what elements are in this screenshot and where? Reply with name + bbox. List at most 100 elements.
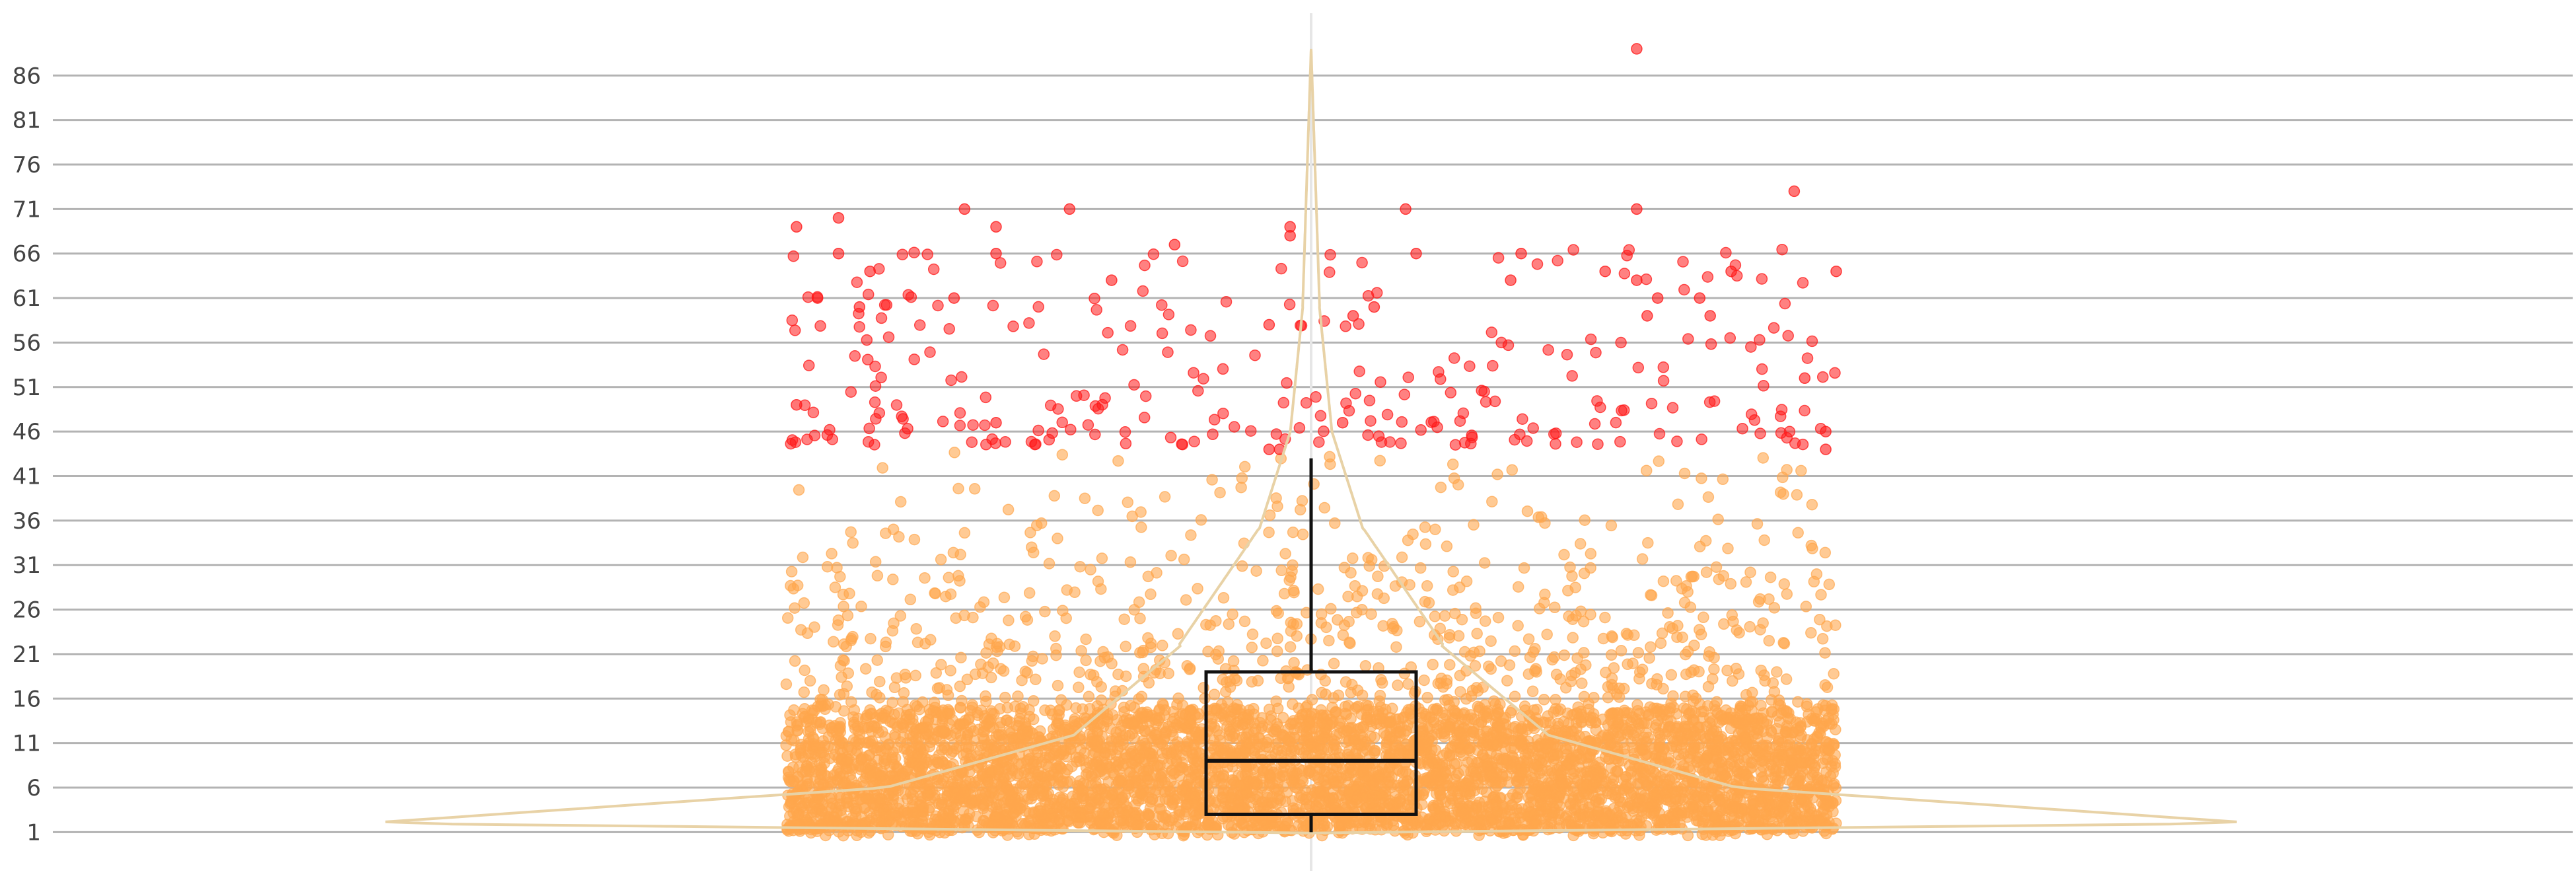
- data-point: [1165, 550, 1177, 562]
- data-point: [1019, 611, 1032, 623]
- data-point: [945, 665, 956, 677]
- data-point: [1009, 640, 1021, 652]
- data-point: [1008, 807, 1020, 820]
- data-point: [1030, 673, 1042, 685]
- y-tick-label: 16: [13, 686, 41, 712]
- data-point: [1615, 645, 1628, 657]
- data-point: [1718, 618, 1730, 630]
- y-tick-label: 41: [13, 464, 41, 490]
- data-point: [1807, 542, 1818, 554]
- data-point: [1112, 455, 1124, 467]
- data-point: [1777, 471, 1789, 484]
- data-point: [1437, 681, 1449, 693]
- data-point: [980, 690, 991, 702]
- data-point: [1823, 578, 1836, 591]
- data-point: [887, 574, 899, 585]
- data-point: [1236, 560, 1248, 572]
- data-point: [1124, 556, 1137, 568]
- data-point: [1227, 609, 1238, 620]
- data-point: [1178, 553, 1190, 566]
- data-point: [1680, 648, 1692, 661]
- data-point: [1347, 552, 1359, 564]
- data-point: [1579, 514, 1591, 526]
- data-point: [1074, 560, 1086, 573]
- data-point: [1657, 575, 1670, 587]
- data-point: [1449, 707, 1462, 720]
- data-point: [1180, 594, 1192, 606]
- data-point: [799, 664, 810, 677]
- data-point: [1287, 526, 1299, 539]
- data-point: [904, 721, 917, 733]
- data-point: [1808, 576, 1820, 588]
- data-point: [1679, 690, 1692, 702]
- data-point: [1518, 562, 1530, 574]
- y-tick-label: 71: [13, 196, 41, 223]
- data-point: [1288, 657, 1300, 669]
- data-point: [1632, 647, 1645, 659]
- data-point: [1356, 689, 1369, 701]
- data-point: [1509, 690, 1521, 702]
- data-point: [1052, 533, 1063, 544]
- data-point: [1372, 570, 1384, 583]
- data-point: [1374, 455, 1386, 466]
- data-point: [1075, 645, 1087, 657]
- data-point: [1645, 589, 1658, 601]
- data-point: [1096, 552, 1108, 564]
- data-point: [1126, 716, 1138, 729]
- data-point: [1195, 514, 1207, 526]
- data-point: [1554, 673, 1566, 685]
- data-point: [1154, 803, 1166, 815]
- data-point: [1717, 473, 1729, 486]
- data-point: [1569, 581, 1581, 593]
- data-point: [910, 623, 922, 635]
- data-point: [935, 659, 947, 671]
- data-point: [1296, 708, 1308, 721]
- data-point: [1816, 633, 1829, 645]
- data-point: [1710, 561, 1723, 574]
- data-point: [1549, 601, 1561, 614]
- data-point: [1250, 565, 1262, 577]
- data-points: [780, 447, 1842, 842]
- data-point: [961, 673, 974, 686]
- data-point: [1060, 612, 1072, 624]
- data-point: [949, 792, 962, 804]
- data-point: [1159, 491, 1171, 503]
- data-point: [1590, 716, 1602, 729]
- data-point: [1275, 564, 1287, 577]
- data-point: [1316, 687, 1328, 699]
- data-point: [1039, 704, 1051, 716]
- data-point: [1157, 640, 1168, 651]
- y-tick-label: 66: [13, 241, 41, 268]
- data-point: [874, 692, 886, 704]
- data-point: [1642, 537, 1654, 549]
- data-point: [1819, 647, 1831, 659]
- data-point: [1023, 587, 1036, 599]
- y-tick-label: 86: [13, 63, 41, 89]
- data-point: [1097, 646, 1109, 658]
- data-point: [804, 675, 816, 687]
- data-point: [1708, 663, 1720, 675]
- data-point: [1814, 613, 1826, 626]
- data-point: [1312, 583, 1324, 595]
- data-point: [1015, 702, 1026, 714]
- data-point: [1576, 677, 1588, 689]
- data-point: [877, 462, 888, 474]
- data-point: [1402, 678, 1414, 690]
- data-point: [1557, 716, 1570, 727]
- data-point: [1349, 702, 1361, 715]
- data-point: [1279, 548, 1291, 560]
- data-point: [865, 708, 877, 720]
- data-point: [1095, 694, 1108, 706]
- data-point: [1156, 827, 1168, 839]
- data-point: [1538, 694, 1550, 706]
- y-tick-label: 46: [13, 419, 41, 445]
- data-point: [808, 621, 820, 633]
- data-point: [1479, 615, 1491, 627]
- data-point: [929, 587, 941, 599]
- data-point: [908, 533, 921, 546]
- data-point: [1456, 613, 1468, 626]
- data-point: [910, 669, 921, 682]
- data-point: [886, 696, 898, 709]
- y-tick-label: 26: [13, 597, 41, 624]
- data-point: [1359, 660, 1372, 672]
